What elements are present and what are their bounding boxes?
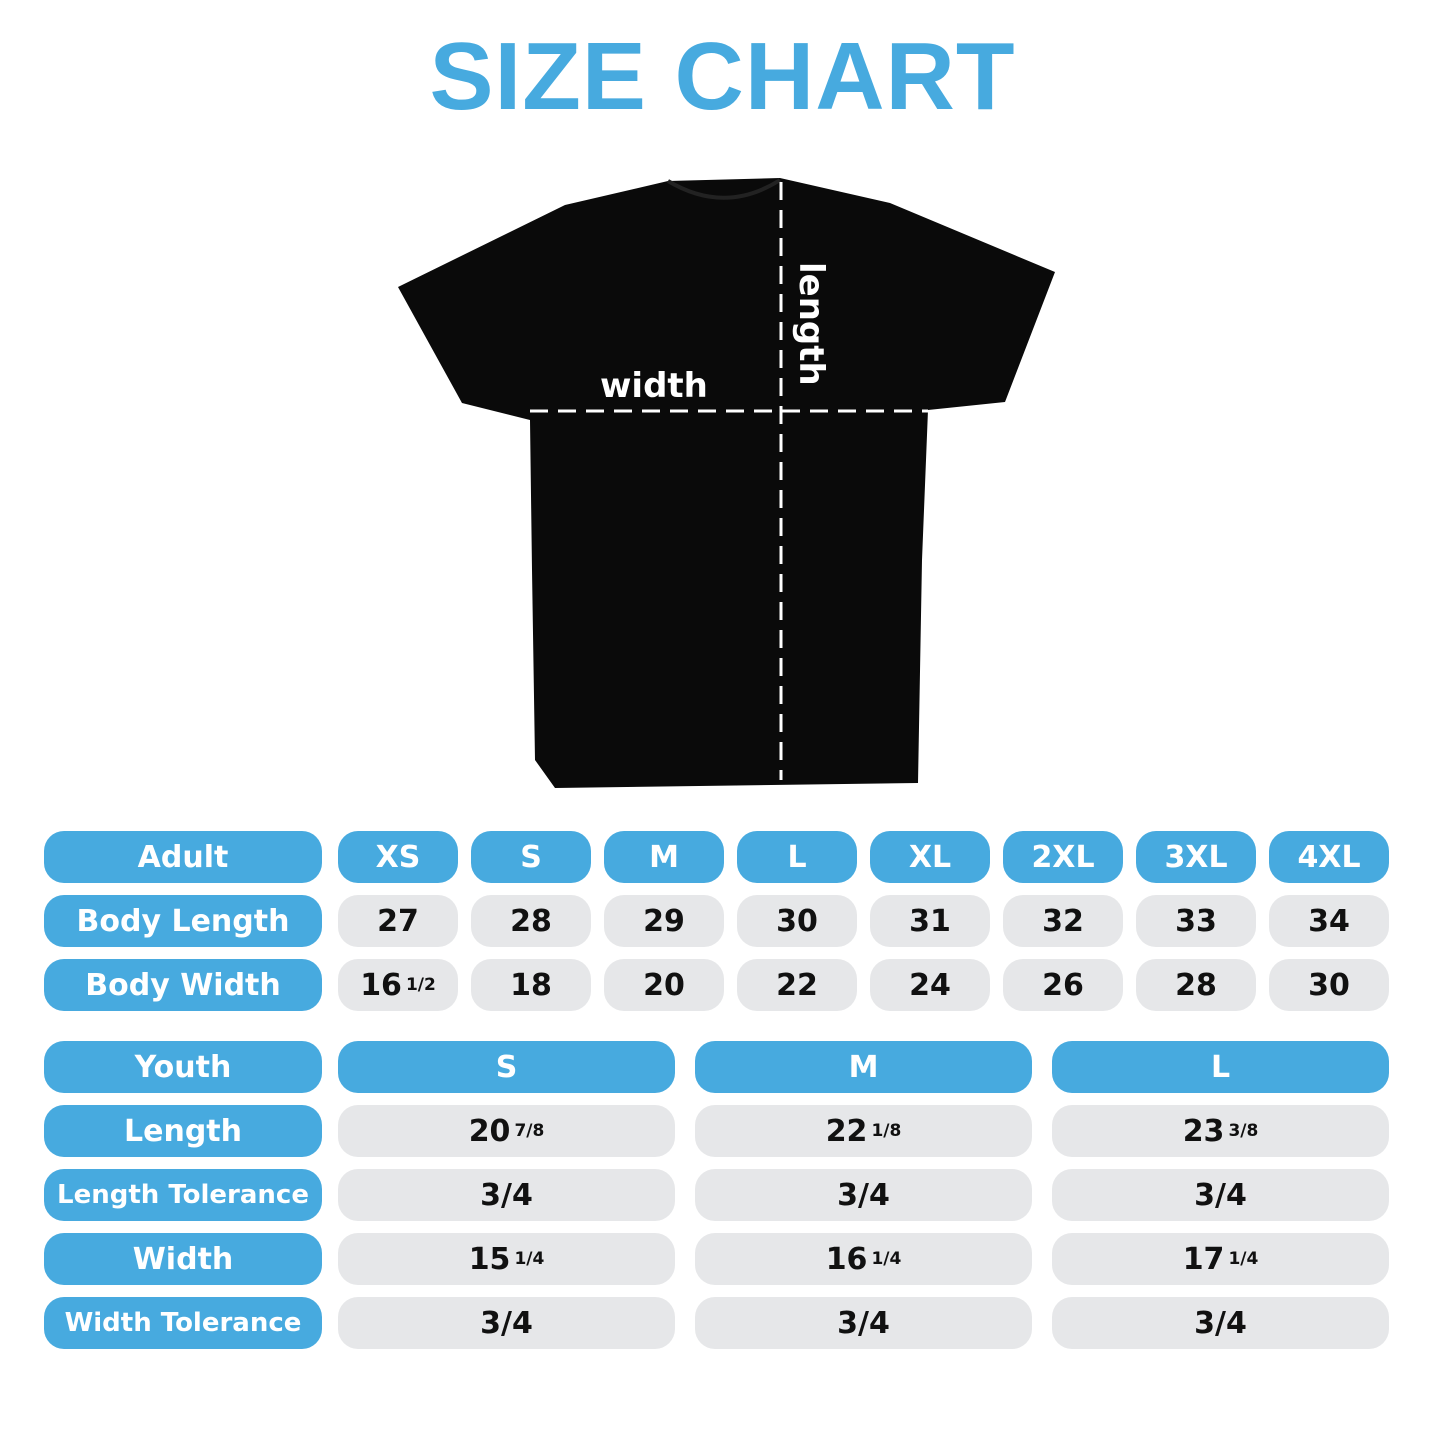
adult-size-header: L <box>737 831 857 883</box>
value-whole: 34 <box>1308 903 1350 939</box>
adult-value-cell: 28 <box>471 895 591 947</box>
value-fraction: 1/8 <box>871 1121 902 1141</box>
youth-row-label: Width Tolerance <box>44 1297 322 1349</box>
adult-size-header: 4XL <box>1269 831 1389 883</box>
value-whole: 20 <box>643 967 685 1003</box>
youth-value-cell: 3/4 <box>338 1169 675 1221</box>
adult-value-cell: 20 <box>604 959 724 1011</box>
adult-header-label: Adult <box>44 831 322 883</box>
youth-value-cell: 17 1/4 <box>1052 1233 1389 1285</box>
adult-value-cell: 32 <box>1003 895 1123 947</box>
length-label: length <box>791 262 831 386</box>
width-label: width <box>600 366 708 406</box>
adult-value-cell: 16 1/2 <box>338 959 458 1011</box>
value-whole: 22 <box>776 967 818 1003</box>
value-whole: 26 <box>1042 967 1084 1003</box>
adult-value-cell: 33 <box>1136 895 1256 947</box>
value-fraction: 1/4 <box>1228 1249 1259 1269</box>
value-whole: 22 <box>825 1113 868 1149</box>
value-whole: 23 <box>1182 1113 1225 1149</box>
youth-header-label: Youth <box>44 1041 322 1093</box>
value-whole: 3/4 <box>837 1305 890 1341</box>
youth-value-cell: 23 3/8 <box>1052 1105 1389 1157</box>
value-whole: 20 <box>468 1113 511 1149</box>
tshirt-collar <box>666 178 782 200</box>
youth-value-cell: 3/4 <box>695 1169 1032 1221</box>
value-whole: 30 <box>1308 967 1350 1003</box>
value-whole: 3/4 <box>1194 1305 1247 1341</box>
youth-row-label: Width <box>44 1233 322 1285</box>
adult-value-cell: 27 <box>338 895 458 947</box>
adult-size-header: M <box>604 831 724 883</box>
value-whole: 18 <box>510 967 552 1003</box>
youth-size-header: M <box>695 1041 1032 1093</box>
value-whole: 3/4 <box>480 1177 533 1213</box>
youth-value-cell: 15 1/4 <box>338 1233 675 1285</box>
value-whole: 33 <box>1175 903 1217 939</box>
adult-value-cell: 29 <box>604 895 724 947</box>
youth-value-cell: 22 1/8 <box>695 1105 1032 1157</box>
youth-size-header: S <box>338 1041 675 1093</box>
youth-value-cell: 3/4 <box>338 1297 675 1349</box>
value-whole: 31 <box>909 903 951 939</box>
tshirt-illustration: width length <box>398 178 1055 788</box>
value-whole: 28 <box>510 903 552 939</box>
adult-value-cell: 28 <box>1136 959 1256 1011</box>
youth-value-cell: 3/4 <box>1052 1297 1389 1349</box>
adult-size-header: 2XL <box>1003 831 1123 883</box>
adult-value-cell: 26 <box>1003 959 1123 1011</box>
value-whole: 27 <box>377 903 419 939</box>
tshirt-shape <box>398 178 1055 788</box>
adult-value-cell: 22 <box>737 959 857 1011</box>
value-whole: 16 <box>360 967 402 1003</box>
adult-row-label: Body Width <box>44 959 322 1011</box>
value-whole: 30 <box>776 903 818 939</box>
value-whole: 15 <box>468 1241 511 1277</box>
youth-size-header: L <box>1052 1041 1389 1093</box>
youth-row-label: Length Tolerance <box>44 1169 322 1221</box>
adult-size-header: 3XL <box>1136 831 1256 883</box>
value-fraction: 1/4 <box>514 1249 545 1269</box>
value-fraction: 1/2 <box>405 975 436 995</box>
youth-value-cell: 16 1/4 <box>695 1233 1032 1285</box>
adult-value-cell: 34 <box>1269 895 1389 947</box>
youth-row-label: Length <box>44 1105 322 1157</box>
adult-size-header: S <box>471 831 591 883</box>
value-fraction: 7/8 <box>514 1121 545 1141</box>
adult-value-cell: 18 <box>471 959 591 1011</box>
value-whole: 24 <box>909 967 951 1003</box>
youth-value-cell: 3/4 <box>1052 1169 1389 1221</box>
value-whole: 17 <box>1182 1241 1225 1277</box>
value-fraction: 3/8 <box>1228 1121 1259 1141</box>
adult-value-cell: 30 <box>1269 959 1389 1011</box>
value-whole: 32 <box>1042 903 1084 939</box>
value-whole: 29 <box>643 903 685 939</box>
adult-size-header: XS <box>338 831 458 883</box>
value-whole: 3/4 <box>480 1305 533 1341</box>
value-whole: 28 <box>1175 967 1217 1003</box>
value-whole: 3/4 <box>837 1177 890 1213</box>
value-whole: 16 <box>825 1241 868 1277</box>
youth-value-cell: 20 7/8 <box>338 1105 675 1157</box>
adult-value-cell: 30 <box>737 895 857 947</box>
value-fraction: 1/4 <box>871 1249 902 1269</box>
youth-value-cell: 3/4 <box>695 1297 1032 1349</box>
adult-value-cell: 31 <box>870 895 990 947</box>
adult-size-header: XL <box>870 831 990 883</box>
adult-row-label: Body Length <box>44 895 322 947</box>
page-title: SIZE CHART <box>429 23 1016 130</box>
value-whole: 3/4 <box>1194 1177 1247 1213</box>
adult-value-cell: 24 <box>870 959 990 1011</box>
